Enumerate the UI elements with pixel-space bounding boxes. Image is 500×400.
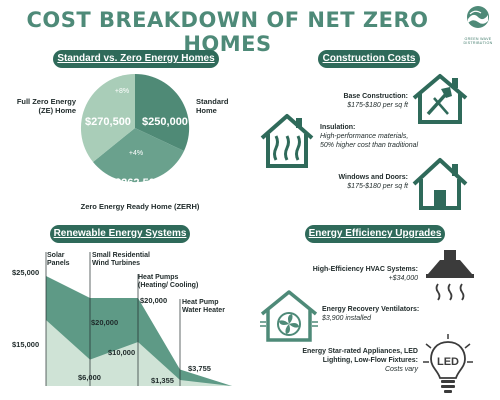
- value-label-wind-high: $20,000: [91, 318, 119, 327]
- category-label-heat-pumps: Heat Pumps (Heating/ Cooling): [138, 274, 199, 290]
- pie-delta-full-ze: +8%: [115, 88, 129, 95]
- logo-name: GREEN WAVE: [464, 37, 492, 41]
- efficiency-erv: Energy Recovery Ventilators: $3,900 inst…: [322, 306, 432, 324]
- construction-windows-detail: $175-$180 per sq ft: [347, 182, 408, 190]
- construction-windows: Windows and Doors: $175-$180 per sq ft: [300, 174, 408, 192]
- page-title: COST BREAKDOWN OF NET ZERO HOMES: [26, 8, 429, 56]
- section-header-construction-costs: Construction Costs: [318, 50, 420, 68]
- efficiency-appliances-detail: Costs vary: [384, 365, 418, 373]
- house-door-icon: [412, 158, 468, 210]
- value-label-water-heater-high: $3,755: [188, 364, 211, 373]
- efficiency-erv-title: Energy Recovery Ventilators:: [322, 306, 420, 313]
- category-label-water-heater: Heat Pump Water Heater: [182, 299, 225, 315]
- efficiency-appliances: Energy Star-rated Appliances, LED Lighti…: [292, 348, 418, 374]
- insulation-house-icon: [260, 114, 314, 168]
- pie-value-standard: $250,000: [142, 116, 188, 128]
- value-label-water-heater-low: $1,355: [151, 376, 174, 385]
- pie-value-zerh: $262,500: [115, 177, 161, 189]
- value-label-solar-low: $15,000: [12, 340, 40, 349]
- logo-subname: DISTRIBUTION: [463, 41, 493, 46]
- construction-base-title: Base Construction:: [343, 93, 408, 100]
- house-hammer-icon: [412, 74, 468, 124]
- pie-label-full-ze: Full Zero Energy (ZE) Home: [16, 97, 76, 115]
- ventilator-house-icon: [260, 290, 318, 342]
- section-header-renewable: Renewable Energy Systems: [50, 225, 190, 243]
- category-label-wind: Small Residential Wind Turbines: [92, 252, 150, 268]
- pie-slice-full-ze: [80, 73, 135, 162]
- construction-windows-title: Windows and Doors:: [338, 174, 408, 181]
- area-series-lower: [46, 320, 232, 386]
- construction-base-detail: $175-$180 per sq ft: [347, 101, 408, 109]
- pie-slice-standard: [135, 73, 190, 151]
- efficiency-hvac-title: High-Efficiency HVAC Systems:: [312, 266, 418, 273]
- section-header-standard-vs-zero: Standard vs. Zero Energy Homes: [53, 50, 219, 68]
- logo: GREEN WAVE DISTRIBUTION: [459, 4, 497, 46]
- pie-slice-zerh: [93, 128, 184, 183]
- value-label-heat-pumps-low: $10,000: [108, 348, 136, 357]
- range-hood-icon: [426, 250, 474, 301]
- efficiency-appliances-title: Energy Star-rated Appliances, LED Lighti…: [302, 348, 418, 364]
- pie-label-zerh: Zero Energy Ready Home (ZERH): [80, 202, 200, 211]
- efficiency-erv-detail: $3,900 installed: [322, 314, 372, 322]
- pie-label-standard: Standard Home: [196, 97, 229, 115]
- category-label-solar: Solar Panels: [47, 252, 70, 268]
- led-bulb-icon: LED: [423, 334, 473, 393]
- efficiency-hvac-detail: +$34,000: [388, 274, 418, 282]
- construction-insulation: Insulation: High-performance materials, …: [320, 124, 420, 150]
- area-series-upper: [46, 276, 232, 386]
- value-label-solar-high: $25,000: [12, 268, 40, 277]
- wave-logo-icon: [467, 6, 489, 28]
- value-label-heat-pumps-high: $20,000: [140, 296, 168, 305]
- pie-delta-zerh: +4%: [129, 150, 143, 157]
- construction-insulation-title: Insulation:: [320, 124, 356, 131]
- pie-value-full-ze: $270,500: [85, 116, 131, 128]
- efficiency-hvac: High-Efficiency HVAC Systems: +$34,000: [290, 266, 418, 284]
- construction-base: Base Construction: $175-$180 per sq ft: [300, 93, 408, 111]
- value-label-wind-low: $6,000: [78, 373, 101, 382]
- section-header-efficiency: Energy Efficiency Upgrades: [305, 225, 445, 243]
- construction-insulation-detail: High-performance materials, 50% higher c…: [320, 132, 419, 149]
- led-bulb-text: LED: [437, 356, 459, 368]
